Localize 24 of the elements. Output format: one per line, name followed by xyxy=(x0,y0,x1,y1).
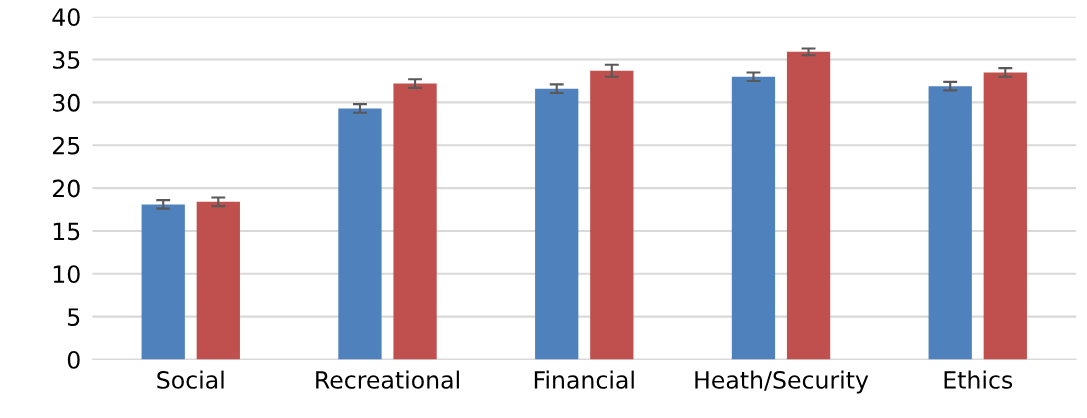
bar xyxy=(196,201,240,360)
y-tick-label: 35 xyxy=(53,51,80,69)
bar xyxy=(338,108,382,360)
y-tick-label: 10 xyxy=(53,265,80,284)
y-tick-label: 0 xyxy=(67,350,80,369)
y-tick-label: 20 xyxy=(52,179,80,198)
bar xyxy=(141,204,185,360)
y-tick-label: 40 xyxy=(52,8,80,27)
bar xyxy=(731,76,776,360)
bar xyxy=(983,72,1027,360)
y-tick-label: 15 xyxy=(53,222,80,241)
y-tick-label: 5 xyxy=(68,308,80,326)
bar xyxy=(786,51,831,360)
bar xyxy=(535,88,579,360)
bar xyxy=(393,83,437,360)
bar xyxy=(590,70,634,360)
x-tick-label: Ethics xyxy=(944,370,1013,389)
bar xyxy=(928,86,972,360)
x-tick-label: Recreational xyxy=(316,370,459,389)
x-tick-label: Financial xyxy=(534,370,634,389)
x-tick-label: Social xyxy=(157,370,224,389)
y-tick-label: 25 xyxy=(52,136,80,155)
x-tick-label: Heath/Security xyxy=(695,370,869,394)
y-tick-label: 30 xyxy=(53,93,80,112)
